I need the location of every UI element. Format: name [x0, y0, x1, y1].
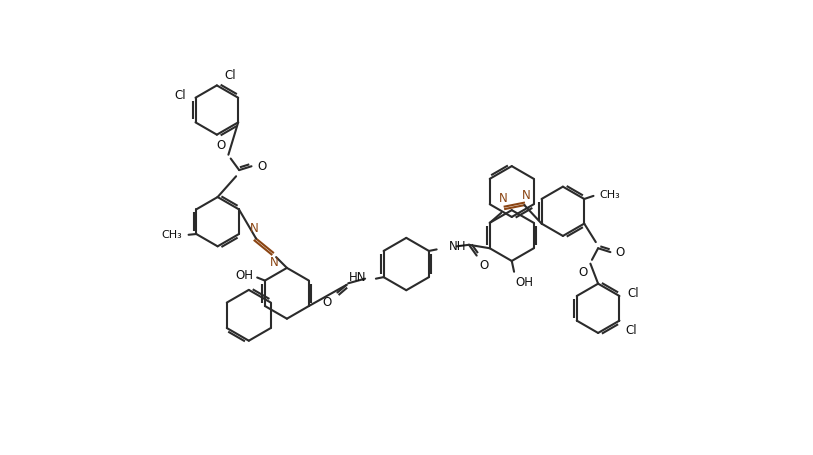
Text: CH₃: CH₃ [162, 230, 182, 240]
Text: CH₃: CH₃ [600, 190, 620, 200]
Text: O: O [479, 259, 489, 273]
Text: N: N [499, 192, 508, 205]
Text: O: O [615, 246, 625, 258]
Text: N: N [522, 189, 530, 202]
Text: Cl: Cl [625, 324, 637, 338]
Text: O: O [323, 296, 332, 309]
Text: O: O [579, 266, 588, 279]
Text: O: O [217, 139, 226, 152]
Text: O: O [257, 160, 266, 173]
Text: OH: OH [515, 276, 533, 289]
Text: NH: NH [449, 240, 467, 253]
Text: Cl: Cl [175, 89, 186, 102]
Text: N: N [250, 222, 259, 235]
Text: Cl: Cl [627, 287, 639, 300]
Text: N: N [269, 256, 278, 269]
Text: Cl: Cl [224, 69, 236, 81]
Text: OH: OH [235, 269, 254, 282]
Text: HN: HN [349, 271, 367, 284]
